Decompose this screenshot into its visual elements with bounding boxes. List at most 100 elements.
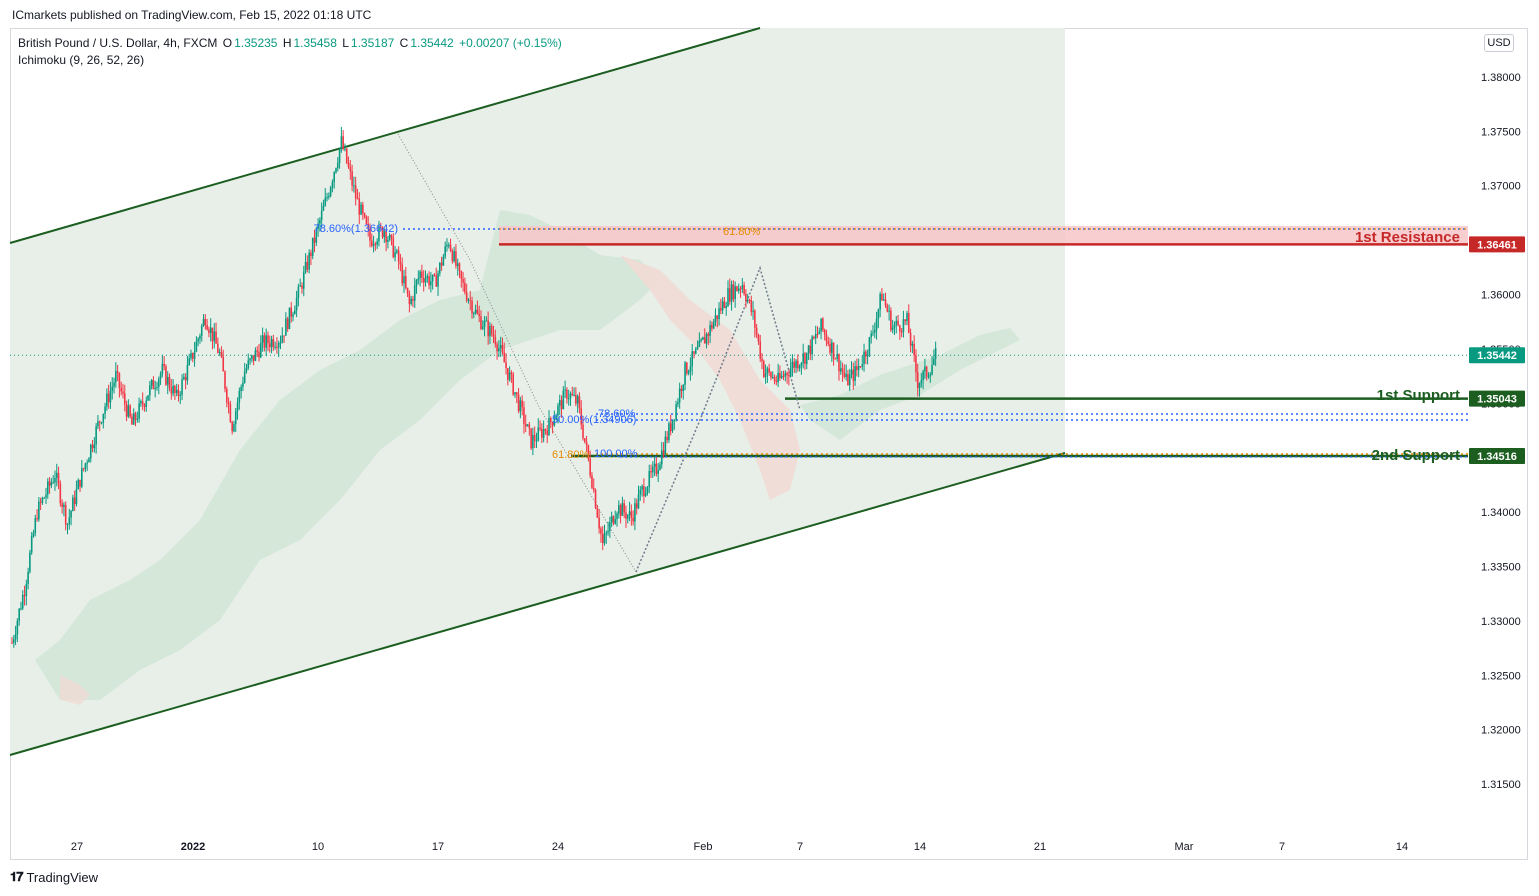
candle-body bbox=[797, 360, 799, 369]
candle-body bbox=[249, 358, 251, 361]
candle-body bbox=[132, 413, 135, 425]
candle-body bbox=[907, 313, 910, 333]
x-tick-label: Feb bbox=[694, 841, 713, 853]
candle-body bbox=[72, 497, 74, 512]
candle-body bbox=[45, 494, 47, 498]
x-tick-label: 24 bbox=[552, 841, 564, 853]
candle-body bbox=[831, 342, 833, 353]
candle-body bbox=[884, 299, 887, 306]
candle-body bbox=[372, 243, 375, 246]
candle-body bbox=[32, 533, 35, 537]
open-label: O bbox=[222, 36, 233, 50]
candle-body bbox=[750, 300, 753, 312]
candle-body bbox=[492, 334, 495, 338]
candle-body bbox=[181, 379, 183, 395]
candle-body bbox=[766, 368, 769, 374]
candle-body bbox=[891, 327, 894, 330]
candle-body bbox=[691, 351, 693, 367]
candle-body bbox=[671, 420, 674, 432]
candle-body bbox=[635, 503, 638, 509]
candle-body bbox=[353, 185, 355, 187]
candle-body bbox=[845, 373, 847, 377]
candle-body bbox=[242, 382, 244, 387]
candle-body bbox=[854, 366, 856, 381]
candle-body bbox=[285, 318, 287, 336]
candle-body bbox=[809, 345, 812, 355]
indicator-name[interactable]: Ichimoku (9, 26, 52, 26) bbox=[18, 53, 145, 67]
candle-body bbox=[233, 424, 235, 432]
candle-body bbox=[43, 497, 46, 499]
candle-body bbox=[714, 315, 717, 322]
candle-body bbox=[607, 530, 609, 533]
candle-body bbox=[771, 377, 774, 379]
candle-body bbox=[54, 478, 56, 483]
candle-body bbox=[186, 364, 189, 381]
x-tick-label: 17 bbox=[432, 841, 444, 853]
candle-body bbox=[435, 275, 438, 287]
candle-body bbox=[863, 351, 865, 365]
candle-body bbox=[587, 445, 590, 459]
candle-body bbox=[252, 355, 255, 361]
candle-body bbox=[98, 421, 101, 423]
candle-body bbox=[422, 277, 425, 283]
candle-body bbox=[628, 511, 631, 516]
candle-body bbox=[177, 389, 180, 396]
candle-body bbox=[820, 318, 822, 332]
candle-body bbox=[11, 642, 13, 644]
publisher-header: ICmarkets published on TradingView.com, … bbox=[12, 8, 372, 22]
symbol-name[interactable]: British Pound / U.S. Dollar, 4h, FXCM bbox=[18, 36, 218, 50]
ichimoku-cloud-bear-early bbox=[60, 675, 90, 705]
candle-body bbox=[510, 372, 513, 375]
candle-body bbox=[18, 608, 20, 621]
candle-body bbox=[700, 339, 702, 341]
candle-body bbox=[324, 197, 327, 206]
candle-body bbox=[365, 216, 368, 225]
candle-body bbox=[904, 319, 907, 322]
candle-body bbox=[428, 276, 430, 286]
candle-body bbox=[41, 498, 44, 503]
x-tick-label: 10 bbox=[312, 841, 324, 853]
candle-body bbox=[247, 360, 250, 369]
candle-body bbox=[21, 594, 24, 609]
low-label: L bbox=[342, 36, 349, 50]
candle-body bbox=[383, 231, 386, 238]
candle-body bbox=[600, 528, 602, 534]
candle-body bbox=[333, 172, 335, 183]
candle-body bbox=[16, 620, 19, 635]
candle-body bbox=[179, 394, 182, 396]
candle-body bbox=[859, 366, 862, 368]
candle-body bbox=[424, 278, 427, 283]
candle-body bbox=[360, 204, 362, 215]
candle-body bbox=[895, 320, 898, 325]
candle-body bbox=[392, 237, 395, 258]
candle-body bbox=[541, 428, 543, 438]
candle-body bbox=[870, 333, 872, 338]
candle-body bbox=[592, 487, 595, 490]
currency-button[interactable]: USD bbox=[1484, 34, 1514, 52]
x-tick-label: Mar bbox=[1175, 841, 1194, 853]
low-value: 1.35187 bbox=[350, 36, 395, 50]
candle-body bbox=[390, 234, 393, 238]
candle-body bbox=[788, 375, 790, 377]
candle-body bbox=[102, 413, 105, 423]
candle-body bbox=[152, 380, 155, 390]
brand-label: TradingView bbox=[26, 870, 99, 885]
candle-body bbox=[868, 337, 871, 355]
candle-body bbox=[873, 330, 876, 333]
candle-body bbox=[925, 366, 928, 377]
candle-body bbox=[886, 305, 889, 312]
candle-body bbox=[354, 185, 357, 199]
candle-body bbox=[469, 299, 472, 301]
candle-body bbox=[752, 310, 754, 312]
price-tag-box bbox=[1469, 447, 1525, 464]
support-2-label: 2nd Support bbox=[1372, 447, 1460, 464]
candle-body bbox=[297, 286, 300, 298]
candle-body bbox=[850, 369, 853, 375]
candle-body bbox=[918, 383, 921, 389]
candle-body bbox=[524, 423, 527, 427]
candle-body bbox=[689, 366, 692, 372]
candle-body bbox=[154, 388, 156, 390]
candle-body bbox=[338, 148, 341, 163]
candle-body bbox=[84, 463, 87, 469]
